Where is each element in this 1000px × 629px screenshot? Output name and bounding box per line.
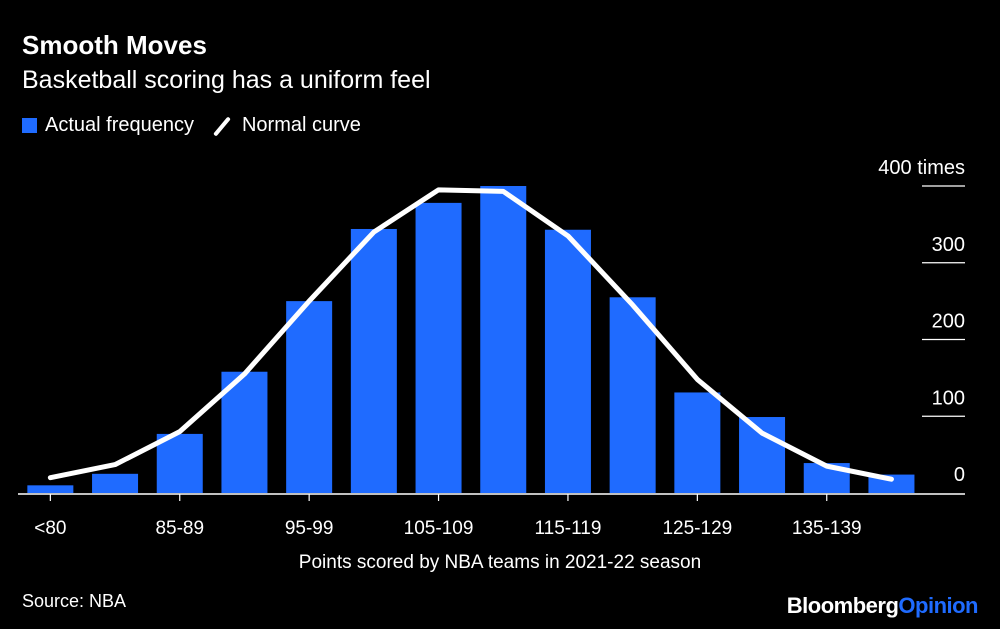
- y-tick-label: 200: [932, 311, 965, 333]
- x-axis-label: Points scored by NBA teams in 2021-22 se…: [299, 552, 701, 573]
- bar: [27, 485, 74, 493]
- x-tick-label: 95-99: [285, 518, 334, 539]
- legend-label-normal: Normal curve: [241, 114, 361, 136]
- normal-curve-line: [47, 187, 894, 482]
- bar: [350, 228, 397, 494]
- y-tick-label: 0: [954, 464, 965, 486]
- bar: [480, 186, 527, 493]
- legend: Actual frequency Normal curve: [22, 114, 379, 137]
- bar: [739, 417, 786, 493]
- logo-opinion: Opinion: [898, 593, 978, 618]
- bar: [286, 301, 333, 493]
- chart-subtitle: Basketball scoring has a uniform feel: [22, 66, 431, 94]
- bar: [156, 433, 203, 493]
- bar: [221, 371, 268, 493]
- legend-swatch-bar: [22, 118, 37, 133]
- x-tick-label: 135-139: [792, 518, 862, 539]
- y-tick-label: 400 times: [878, 157, 965, 179]
- legend-item-normal: Normal curve: [212, 114, 361, 137]
- bar: [92, 473, 139, 493]
- x-tick-label: 85-89: [155, 518, 204, 539]
- bar: [415, 202, 462, 493]
- legend-item-actual: Actual frequency: [22, 114, 194, 137]
- bloomberg-opinion-logo: BloombergOpinion: [786, 593, 979, 619]
- y-tick-label: 100: [932, 387, 965, 409]
- y-tick-label: 300: [932, 234, 965, 256]
- bar: [609, 297, 656, 493]
- x-tick-label: 115-119: [534, 518, 601, 539]
- source-note: Source: NBA: [22, 591, 127, 611]
- legend-label-actual: Actual frequency: [45, 114, 194, 136]
- bar: [674, 392, 721, 493]
- x-tick-label: 105-109: [404, 518, 474, 539]
- x-tick-label: <80: [34, 518, 66, 539]
- logo-bloomberg: Bloomberg: [786, 593, 899, 618]
- x-tick-label: 125-129: [662, 518, 732, 539]
- bar: [544, 229, 591, 493]
- chart-title: Smooth Moves: [22, 30, 207, 60]
